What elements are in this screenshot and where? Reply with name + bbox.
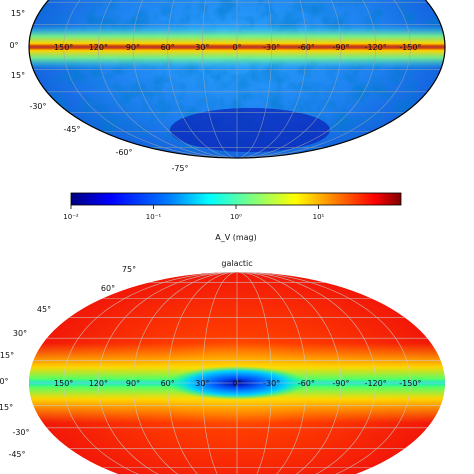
longitude-label: 30° (195, 379, 209, 388)
colorbar-tick-label: 10⁰ (230, 213, 242, 221)
latitude-label: -75° (171, 164, 188, 173)
latitude-label: -60° (115, 148, 132, 157)
grid-meridian (63, 272, 238, 474)
longitude-label: -150° (399, 379, 421, 388)
grid-meridian (63, 0, 238, 158)
longitude-label: -90° (332, 43, 349, 52)
longitude-label: 120° (89, 379, 108, 388)
latitude-label: 30° (13, 329, 27, 338)
longitude-label: -150° (399, 43, 421, 52)
grid-meridian (132, 0, 238, 158)
grid-meridian (236, 0, 342, 158)
bottom-map-title: galactic (221, 259, 252, 268)
longitude-label: 0° (232, 379, 241, 388)
grid-meridian (236, 0, 273, 158)
longitude-label: 90° (126, 43, 140, 52)
grid-meridian (236, 272, 307, 474)
longitude-label: 60° (161, 379, 175, 388)
latitude-label: -45° (63, 125, 80, 134)
top-latitude-labels: 15° 0° 15° -30° -45° -60° -75° (9, 9, 188, 173)
latitude-label: 15° (11, 9, 25, 18)
colorbar (70, 192, 402, 206)
longitude-label: 30° (195, 43, 209, 52)
latitude-label: -30° (12, 428, 29, 437)
longitude-label: -30° (263, 43, 280, 52)
top-map-grid (29, 0, 445, 158)
longitude-label: 120° (89, 43, 108, 52)
latitude-label: -45° (8, 450, 25, 459)
latitude-label: 15° (11, 71, 25, 80)
grid-meridian (236, 0, 307, 158)
grid-meridian (132, 272, 238, 474)
longitude-label: -90° (332, 379, 349, 388)
colorbar-tick-label: 10¹ (313, 213, 325, 221)
grid-meridian (236, 0, 411, 158)
latitude-label: 0° (0, 377, 9, 386)
longitude-label: -30° (263, 379, 280, 388)
colorbar-ticks: 10⁻² 10⁻¹ 10⁰ 10¹ (63, 205, 325, 221)
grid-meridian (236, 0, 377, 158)
longitude-label: -60° (298, 379, 315, 388)
bottom-map (29, 272, 445, 474)
top-map-outline (28, 0, 446, 159)
grid-meridian (97, 272, 238, 474)
latitude-label: 60° (101, 284, 115, 293)
longitude-label: 0° (232, 43, 241, 52)
longitude-label: 150° (54, 43, 73, 52)
grid-meridian (201, 0, 238, 158)
longitude-label: 90° (126, 379, 140, 388)
longitude-label: 150° (54, 379, 73, 388)
grid-meridian (201, 272, 238, 474)
bottom-map-grid (29, 272, 445, 474)
bottom-latitude-labels: 75° 60° 45° 30° 15° 0° 15° -30° -45° (0, 265, 136, 459)
grid-meridian (236, 272, 377, 474)
grid-meridian (236, 272, 273, 474)
longitude-label: 60° (161, 43, 175, 52)
latitude-label: 15° (0, 351, 14, 360)
bottom-longitude-labels: 150° 120° 90° 60° 30° 0° -30° -60° -90° -120° -150… (54, 379, 421, 388)
longitude-label: -60° (298, 43, 315, 52)
colorbar-tick-label: 10⁻² (63, 213, 79, 221)
grid-meridian (236, 272, 342, 474)
grid-meridian (97, 0, 238, 158)
grid-meridian (167, 272, 238, 474)
top-longitude-labels: 150° 120° 90° 60° 30° 0° -30° -60° -90° -120° -150… (54, 43, 421, 52)
longitude-label: -120° (365, 379, 387, 388)
grid-meridian (236, 272, 411, 474)
longitude-label: -120° (365, 43, 387, 52)
latitude-label: -30° (29, 102, 46, 111)
colorbar-tick-label: 10⁻¹ (146, 213, 162, 221)
top-map (29, 0, 445, 158)
latitude-label: 15° (0, 403, 13, 412)
latitude-label: 75° (122, 265, 136, 274)
latitude-label: 0° (9, 41, 18, 50)
latitude-label: 45° (37, 305, 51, 314)
colorbar-label: A_V (mag) (215, 233, 257, 242)
grid-meridian (167, 0, 238, 158)
